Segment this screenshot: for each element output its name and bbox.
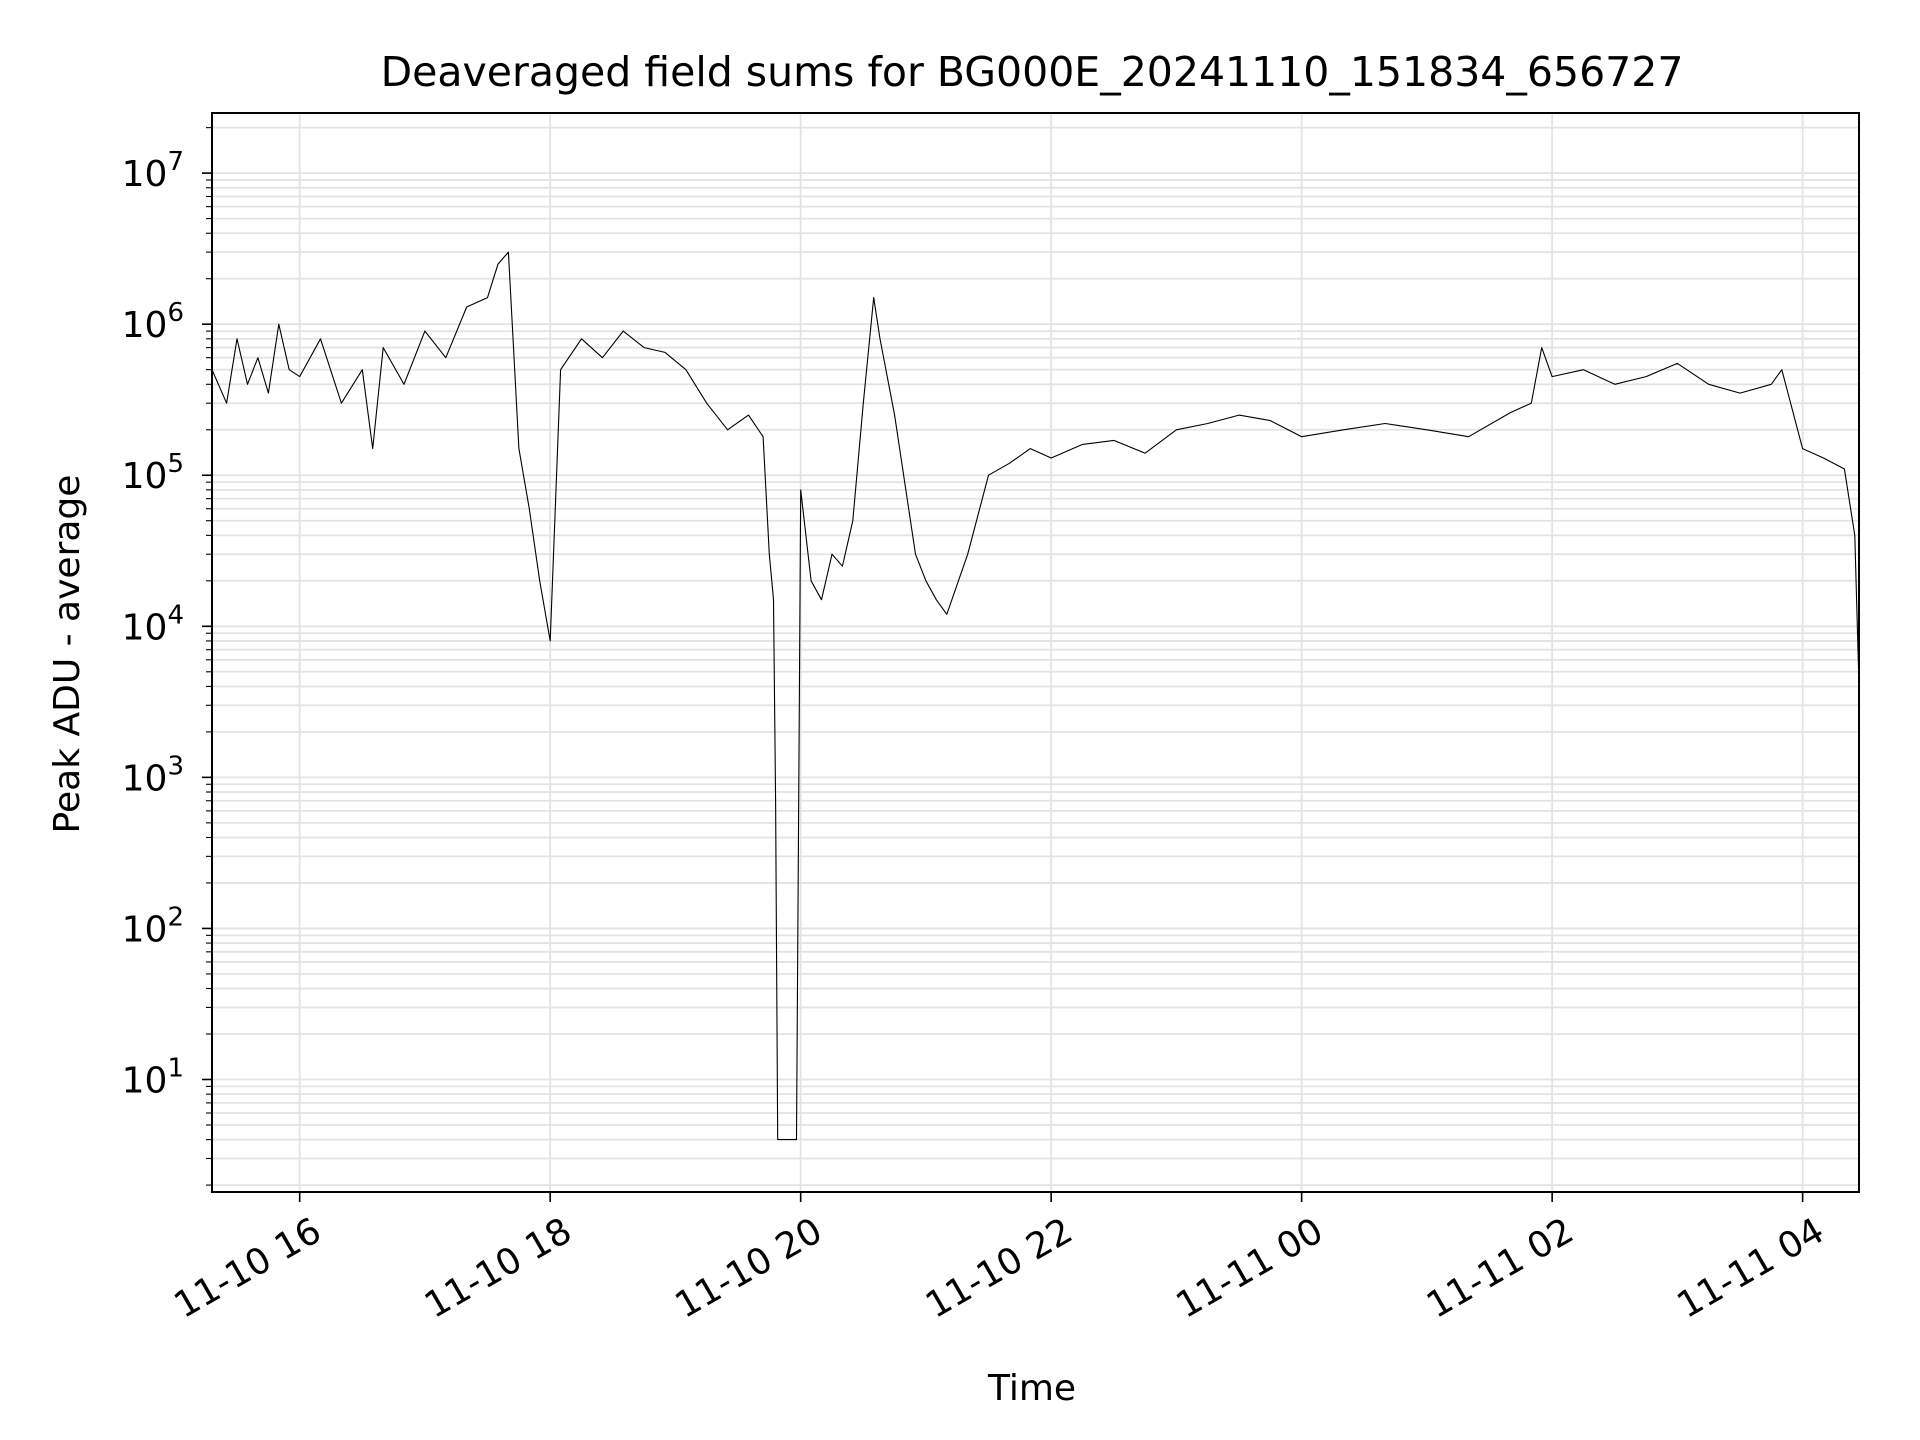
plot-frame (211, 112, 1860, 1193)
chart-title: Deaveraged field sums for BG000E_2024111… (381, 48, 1684, 96)
y-tick-label-base: 10 (122, 305, 168, 346)
y-tick-label-exponent: 1 (167, 1053, 184, 1083)
y-tick-label: 105 (122, 449, 184, 497)
y-tick-label-base: 10 (122, 758, 168, 799)
y-tick-label-exponent: 4 (167, 600, 184, 630)
y-tick-label: 102 (122, 902, 184, 950)
series-layer (211, 251, 1860, 1141)
ticks (202, 127, 1804, 1202)
y-tick-label-base: 10 (122, 909, 168, 950)
y-axis-label: Peak ADU - average (47, 475, 88, 834)
y-tick-label-base: 10 (122, 154, 168, 195)
y-tick-label-base: 10 (122, 456, 168, 497)
y-tick-label-exponent: 3 (167, 751, 184, 781)
y-tick-label: 101 (122, 1053, 184, 1101)
y-tick-label-base: 10 (122, 607, 168, 648)
y-tick-label-base: 10 (122, 1060, 168, 1101)
y-tick-label-exponent: 2 (167, 902, 184, 932)
y-tick-label-exponent: 7 (167, 147, 184, 177)
series-line (211, 251, 1860, 1141)
y-tick-label-exponent: 5 (167, 449, 184, 479)
x-axis-label: Time (987, 1368, 1076, 1409)
y-tick-label: 106 (122, 298, 184, 346)
y-tick-label: 107 (122, 147, 184, 195)
y-tick-label-exponent: 6 (167, 298, 184, 328)
y-tick-label: 104 (122, 600, 184, 648)
y-tick-label: 103 (122, 751, 184, 799)
